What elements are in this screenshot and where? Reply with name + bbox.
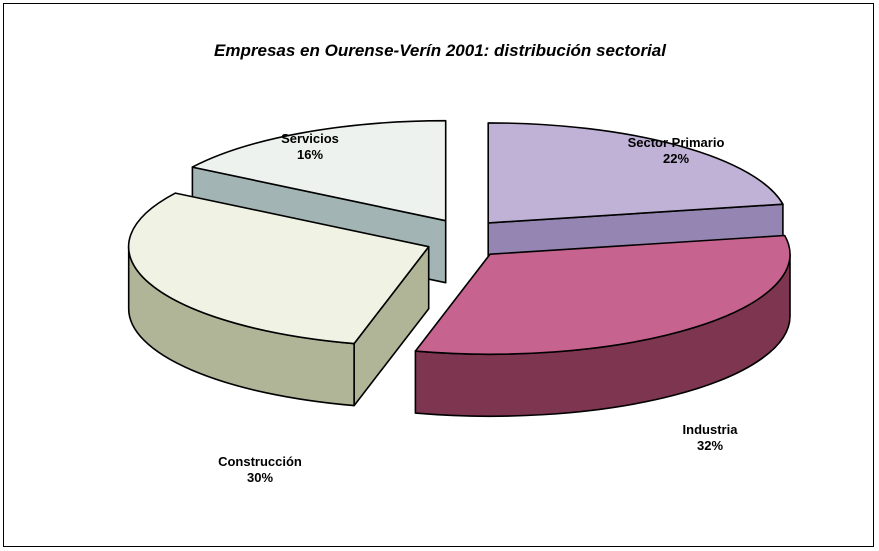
label-servicios: Servicios bbox=[281, 131, 339, 146]
pie-slice-industria bbox=[414, 234, 791, 418]
label-sector-primario: Sector Primario bbox=[628, 135, 725, 150]
pie-chart: Empresas en Ourense-Verín 2001: distribu… bbox=[127, 41, 791, 485]
percent-construccion: 30% bbox=[247, 470, 273, 485]
slice-top-construccion bbox=[127, 192, 430, 345]
label-construccion: Construcción bbox=[218, 454, 302, 469]
label-industria: Industria bbox=[683, 422, 739, 437]
percent-servicios: 16% bbox=[297, 147, 323, 162]
chart-frame: Empresas en Ourense-Verín 2001: distribu… bbox=[3, 3, 874, 547]
slice-top-servicios bbox=[191, 119, 447, 222]
slice-top-industria bbox=[414, 234, 791, 356]
pie-slice-construccion bbox=[127, 192, 430, 407]
percent-sector-primario: 22% bbox=[663, 151, 689, 166]
slice-top-sector-primario bbox=[487, 122, 784, 224]
percent-industria: 32% bbox=[697, 438, 723, 453]
pie-slices bbox=[127, 119, 791, 418]
chart-title: Empresas en Ourense-Verín 2001: distribu… bbox=[214, 41, 667, 60]
